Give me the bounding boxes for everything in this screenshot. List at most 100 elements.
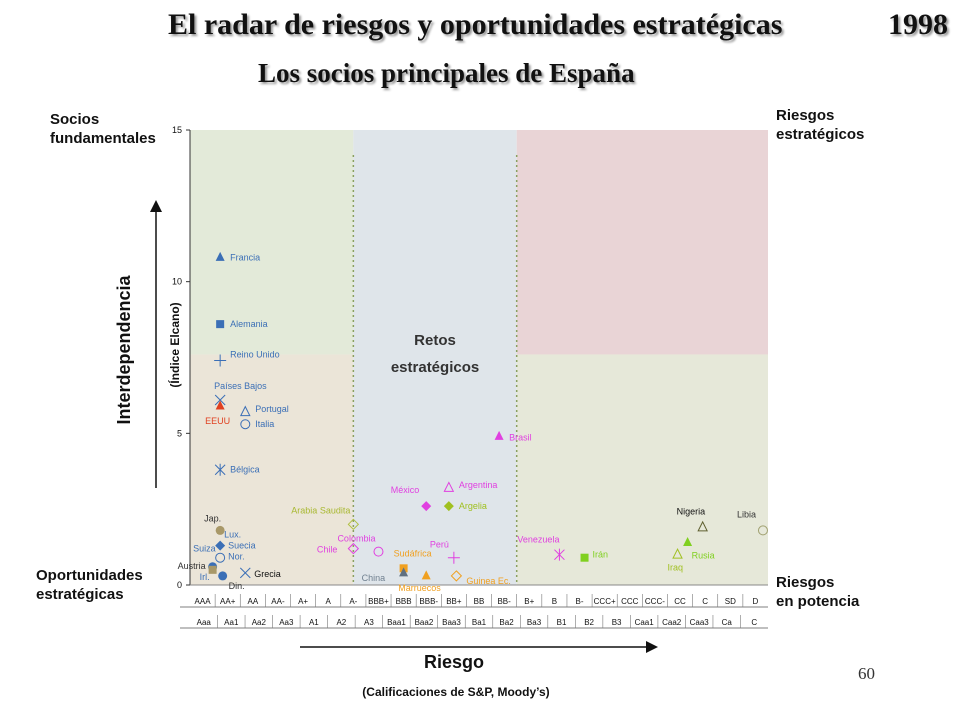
data-point (208, 565, 217, 574)
point-label: Jap. (204, 513, 221, 523)
chart-year: 1998 (888, 8, 948, 41)
point-label: Arabia Saudita (291, 505, 350, 515)
data-point (554, 548, 565, 561)
x-tick-label-sp: AAA (195, 597, 212, 606)
x-tick-label-sp: BBB+ (368, 597, 389, 606)
x-tick-label-moodys: Caa3 (690, 618, 710, 627)
y-axis-title: Interdependencia (114, 274, 134, 424)
x-tick-label-moodys: Caa2 (662, 618, 682, 627)
point-label: Países Bajos (214, 381, 267, 391)
point-label: Argentina (459, 480, 498, 490)
x-tick-label-moodys: Aa3 (279, 618, 294, 627)
x-tick-label-moodys: Aa1 (224, 618, 239, 627)
x-tick-label-sp: BB+ (446, 597, 462, 606)
point-label: Rusia (692, 551, 715, 561)
zone-riesgos-potencia (516, 354, 768, 585)
x-tick-label-moodys: A1 (309, 618, 319, 627)
data-point (347, 518, 360, 531)
data-point (443, 501, 454, 512)
point-label: Reino Unido (230, 350, 280, 360)
data-point (697, 520, 708, 532)
x-tick-label-sp: CCC (621, 597, 639, 606)
y-axis-subtitle: (Índice Elcano) (167, 302, 182, 387)
x-tick-label-moodys: B2 (584, 618, 594, 627)
x-tick-label-sp: SD (725, 597, 736, 606)
x-tick-label-moodys: Ca (722, 618, 733, 627)
x-axis-subtitle: (Calificaciones de S&P, Moody’s) (362, 685, 549, 699)
x-tick-label-sp: A- (349, 597, 357, 606)
zone-socios-fundamentales (190, 130, 354, 355)
x-tick-label-moodys: B3 (612, 618, 622, 627)
x-tick-label-moodys: B1 (557, 618, 567, 627)
x-tick-label-sp: BBB (396, 597, 412, 606)
x-tick-label-moodys: Baa1 (387, 618, 406, 627)
point-label: Argelia (459, 501, 487, 511)
x-tick-label-moodys: Aa2 (252, 618, 267, 627)
y-tick-label: 10 (172, 277, 182, 287)
x-tick-label-sp: CCC- (645, 597, 665, 606)
zone-riesgos-estrategicos (516, 130, 768, 355)
data-point (450, 570, 463, 582)
point-label: Nigeria (677, 506, 706, 516)
chart-title: El radar de riesgos y oportunidades estr… (168, 8, 783, 41)
data-point (399, 567, 409, 577)
point-label: Bélgica (230, 465, 260, 475)
x-tick-label-moodys: Ba1 (472, 618, 487, 627)
point-label: Venezuela (517, 535, 559, 545)
data-point (373, 546, 384, 557)
data-point (215, 525, 225, 535)
x-tick-label-sp: AA (247, 597, 258, 606)
point-label: China (362, 573, 386, 583)
data-point (215, 400, 225, 410)
point-label: Iraq (668, 563, 684, 573)
x-tick-label-sp: D (753, 597, 759, 606)
data-point (215, 540, 226, 551)
data-point (214, 463, 226, 476)
data-point (421, 501, 432, 512)
x-tick-label-moodys: Caa1 (635, 618, 655, 627)
data-point (240, 419, 251, 430)
quadrant-label-bottom-left: Oportunidades estratégicas (36, 567, 143, 603)
x-tick-label-moodys: Baa3 (442, 618, 461, 627)
data-point (239, 405, 251, 417)
risk-zones (190, 130, 768, 585)
x-tick-label-moodys: Ba3 (527, 618, 542, 627)
data-points (208, 251, 768, 582)
data-point (347, 542, 360, 555)
data-point (214, 354, 227, 367)
x-tick-label-sp: AA- (271, 597, 285, 606)
data-point (215, 552, 226, 563)
data-point (216, 320, 225, 329)
point-label: Colombia (337, 534, 375, 544)
y-tick-label: 15 (172, 125, 182, 135)
point-label: Irán (593, 550, 609, 560)
point-label: Sudáfrica (394, 548, 432, 558)
point-label: Austria (178, 561, 206, 571)
quadrant-label-top-left: Socios fundamentales (50, 111, 156, 147)
data-point (672, 548, 683, 559)
x-tick-label-sp: BB- (497, 597, 511, 606)
point-label: Nor. (228, 552, 245, 562)
point-label: Alemania (230, 319, 268, 329)
x-tick-label-sp: B (552, 597, 557, 606)
quadrant-label-bottom-right: Riesgos en potencia (776, 574, 860, 610)
x-tick-label-sp: A+ (298, 597, 308, 606)
quadrant-label-top-right: Riesgos estratégicos (776, 107, 865, 143)
zone-label-retos: estratégicos (391, 359, 479, 376)
chart-text: Retos estratégicos Francia Alemania Reino Un… (178, 252, 756, 593)
point-label: Irl. (200, 572, 210, 582)
x-tick-label-sp: B- (576, 597, 584, 606)
data-point (215, 251, 225, 261)
data-point (494, 430, 504, 440)
x-tick-label-sp: BBB- (419, 597, 438, 606)
zone-label-retos: Retos (414, 332, 456, 349)
data-point (239, 567, 251, 579)
chart-subtitle: Los socios principales de España (258, 58, 635, 88)
x-tick-label-moodys: Baa2 (415, 618, 434, 627)
zone-retos (353, 130, 517, 585)
point-label: Francia (230, 252, 260, 262)
x-tick-label-moodys: C (751, 618, 757, 627)
x-tick-label-sp: AA+ (220, 597, 236, 606)
